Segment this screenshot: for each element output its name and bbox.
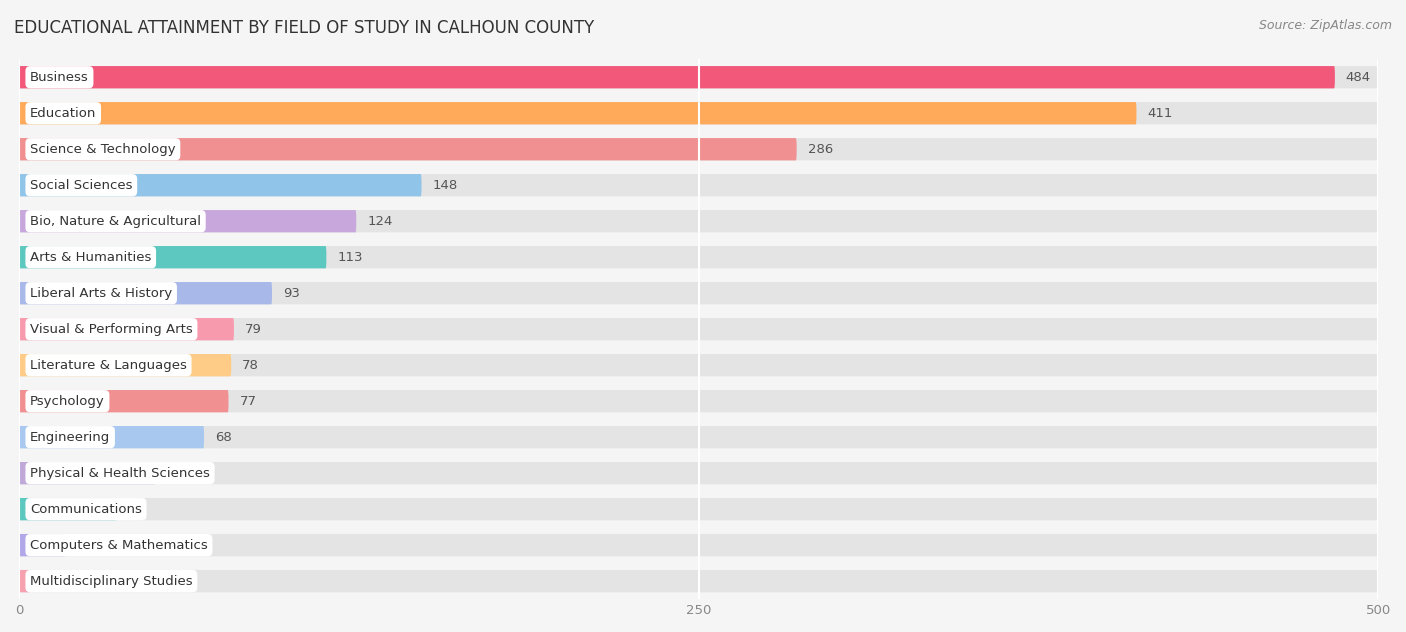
- Text: 78: 78: [242, 359, 259, 372]
- FancyBboxPatch shape: [20, 534, 66, 556]
- Text: EDUCATIONAL ATTAINMENT BY FIELD OF STUDY IN CALHOUN COUNTY: EDUCATIONAL ATTAINMENT BY FIELD OF STUDY…: [14, 19, 595, 37]
- FancyBboxPatch shape: [20, 246, 1378, 269]
- FancyBboxPatch shape: [20, 282, 1378, 305]
- Text: 68: 68: [215, 430, 232, 444]
- Text: Visual & Performing Arts: Visual & Performing Arts: [30, 323, 193, 336]
- Text: 79: 79: [245, 323, 262, 336]
- Text: Education: Education: [30, 107, 97, 119]
- FancyBboxPatch shape: [20, 570, 30, 592]
- FancyBboxPatch shape: [20, 102, 1378, 125]
- Text: Literature & Languages: Literature & Languages: [30, 359, 187, 372]
- Text: Engineering: Engineering: [30, 430, 110, 444]
- Text: Science & Technology: Science & Technology: [30, 143, 176, 155]
- FancyBboxPatch shape: [20, 462, 155, 484]
- Text: Communications: Communications: [30, 502, 142, 516]
- FancyBboxPatch shape: [20, 354, 231, 376]
- FancyBboxPatch shape: [20, 138, 1378, 161]
- FancyBboxPatch shape: [20, 390, 1378, 412]
- Text: Business: Business: [30, 71, 89, 83]
- FancyBboxPatch shape: [20, 66, 1378, 88]
- FancyBboxPatch shape: [20, 426, 1378, 448]
- FancyBboxPatch shape: [20, 426, 204, 448]
- Text: 77: 77: [239, 394, 256, 408]
- FancyBboxPatch shape: [20, 498, 117, 520]
- Text: Social Sciences: Social Sciences: [30, 179, 132, 191]
- Text: 93: 93: [283, 287, 299, 300]
- Text: 124: 124: [367, 215, 392, 228]
- FancyBboxPatch shape: [20, 354, 1378, 376]
- FancyBboxPatch shape: [20, 174, 422, 197]
- Text: 411: 411: [1147, 107, 1173, 119]
- Text: 113: 113: [337, 251, 363, 264]
- Text: 286: 286: [807, 143, 832, 155]
- FancyBboxPatch shape: [20, 210, 1378, 233]
- Text: 148: 148: [433, 179, 457, 191]
- FancyBboxPatch shape: [20, 462, 1378, 484]
- Text: 4: 4: [41, 574, 49, 588]
- Text: Liberal Arts & History: Liberal Arts & History: [30, 287, 173, 300]
- Text: 17: 17: [76, 538, 93, 552]
- Text: 484: 484: [1346, 71, 1371, 83]
- FancyBboxPatch shape: [20, 318, 1378, 341]
- FancyBboxPatch shape: [20, 318, 233, 341]
- Text: Source: ZipAtlas.com: Source: ZipAtlas.com: [1258, 19, 1392, 32]
- Text: Psychology: Psychology: [30, 394, 105, 408]
- Text: Arts & Humanities: Arts & Humanities: [30, 251, 152, 264]
- FancyBboxPatch shape: [20, 138, 797, 161]
- FancyBboxPatch shape: [20, 102, 1136, 125]
- FancyBboxPatch shape: [20, 570, 1378, 592]
- FancyBboxPatch shape: [20, 210, 356, 233]
- Text: Physical & Health Sciences: Physical & Health Sciences: [30, 466, 209, 480]
- FancyBboxPatch shape: [20, 498, 1378, 520]
- FancyBboxPatch shape: [20, 390, 229, 412]
- FancyBboxPatch shape: [20, 282, 271, 305]
- Text: 50: 50: [166, 466, 183, 480]
- FancyBboxPatch shape: [20, 534, 1378, 556]
- FancyBboxPatch shape: [20, 246, 326, 269]
- Text: Bio, Nature & Agricultural: Bio, Nature & Agricultural: [30, 215, 201, 228]
- FancyBboxPatch shape: [20, 66, 1334, 88]
- Text: Multidisciplinary Studies: Multidisciplinary Studies: [30, 574, 193, 588]
- Text: 36: 36: [128, 502, 145, 516]
- FancyBboxPatch shape: [20, 174, 1378, 197]
- Text: Computers & Mathematics: Computers & Mathematics: [30, 538, 208, 552]
